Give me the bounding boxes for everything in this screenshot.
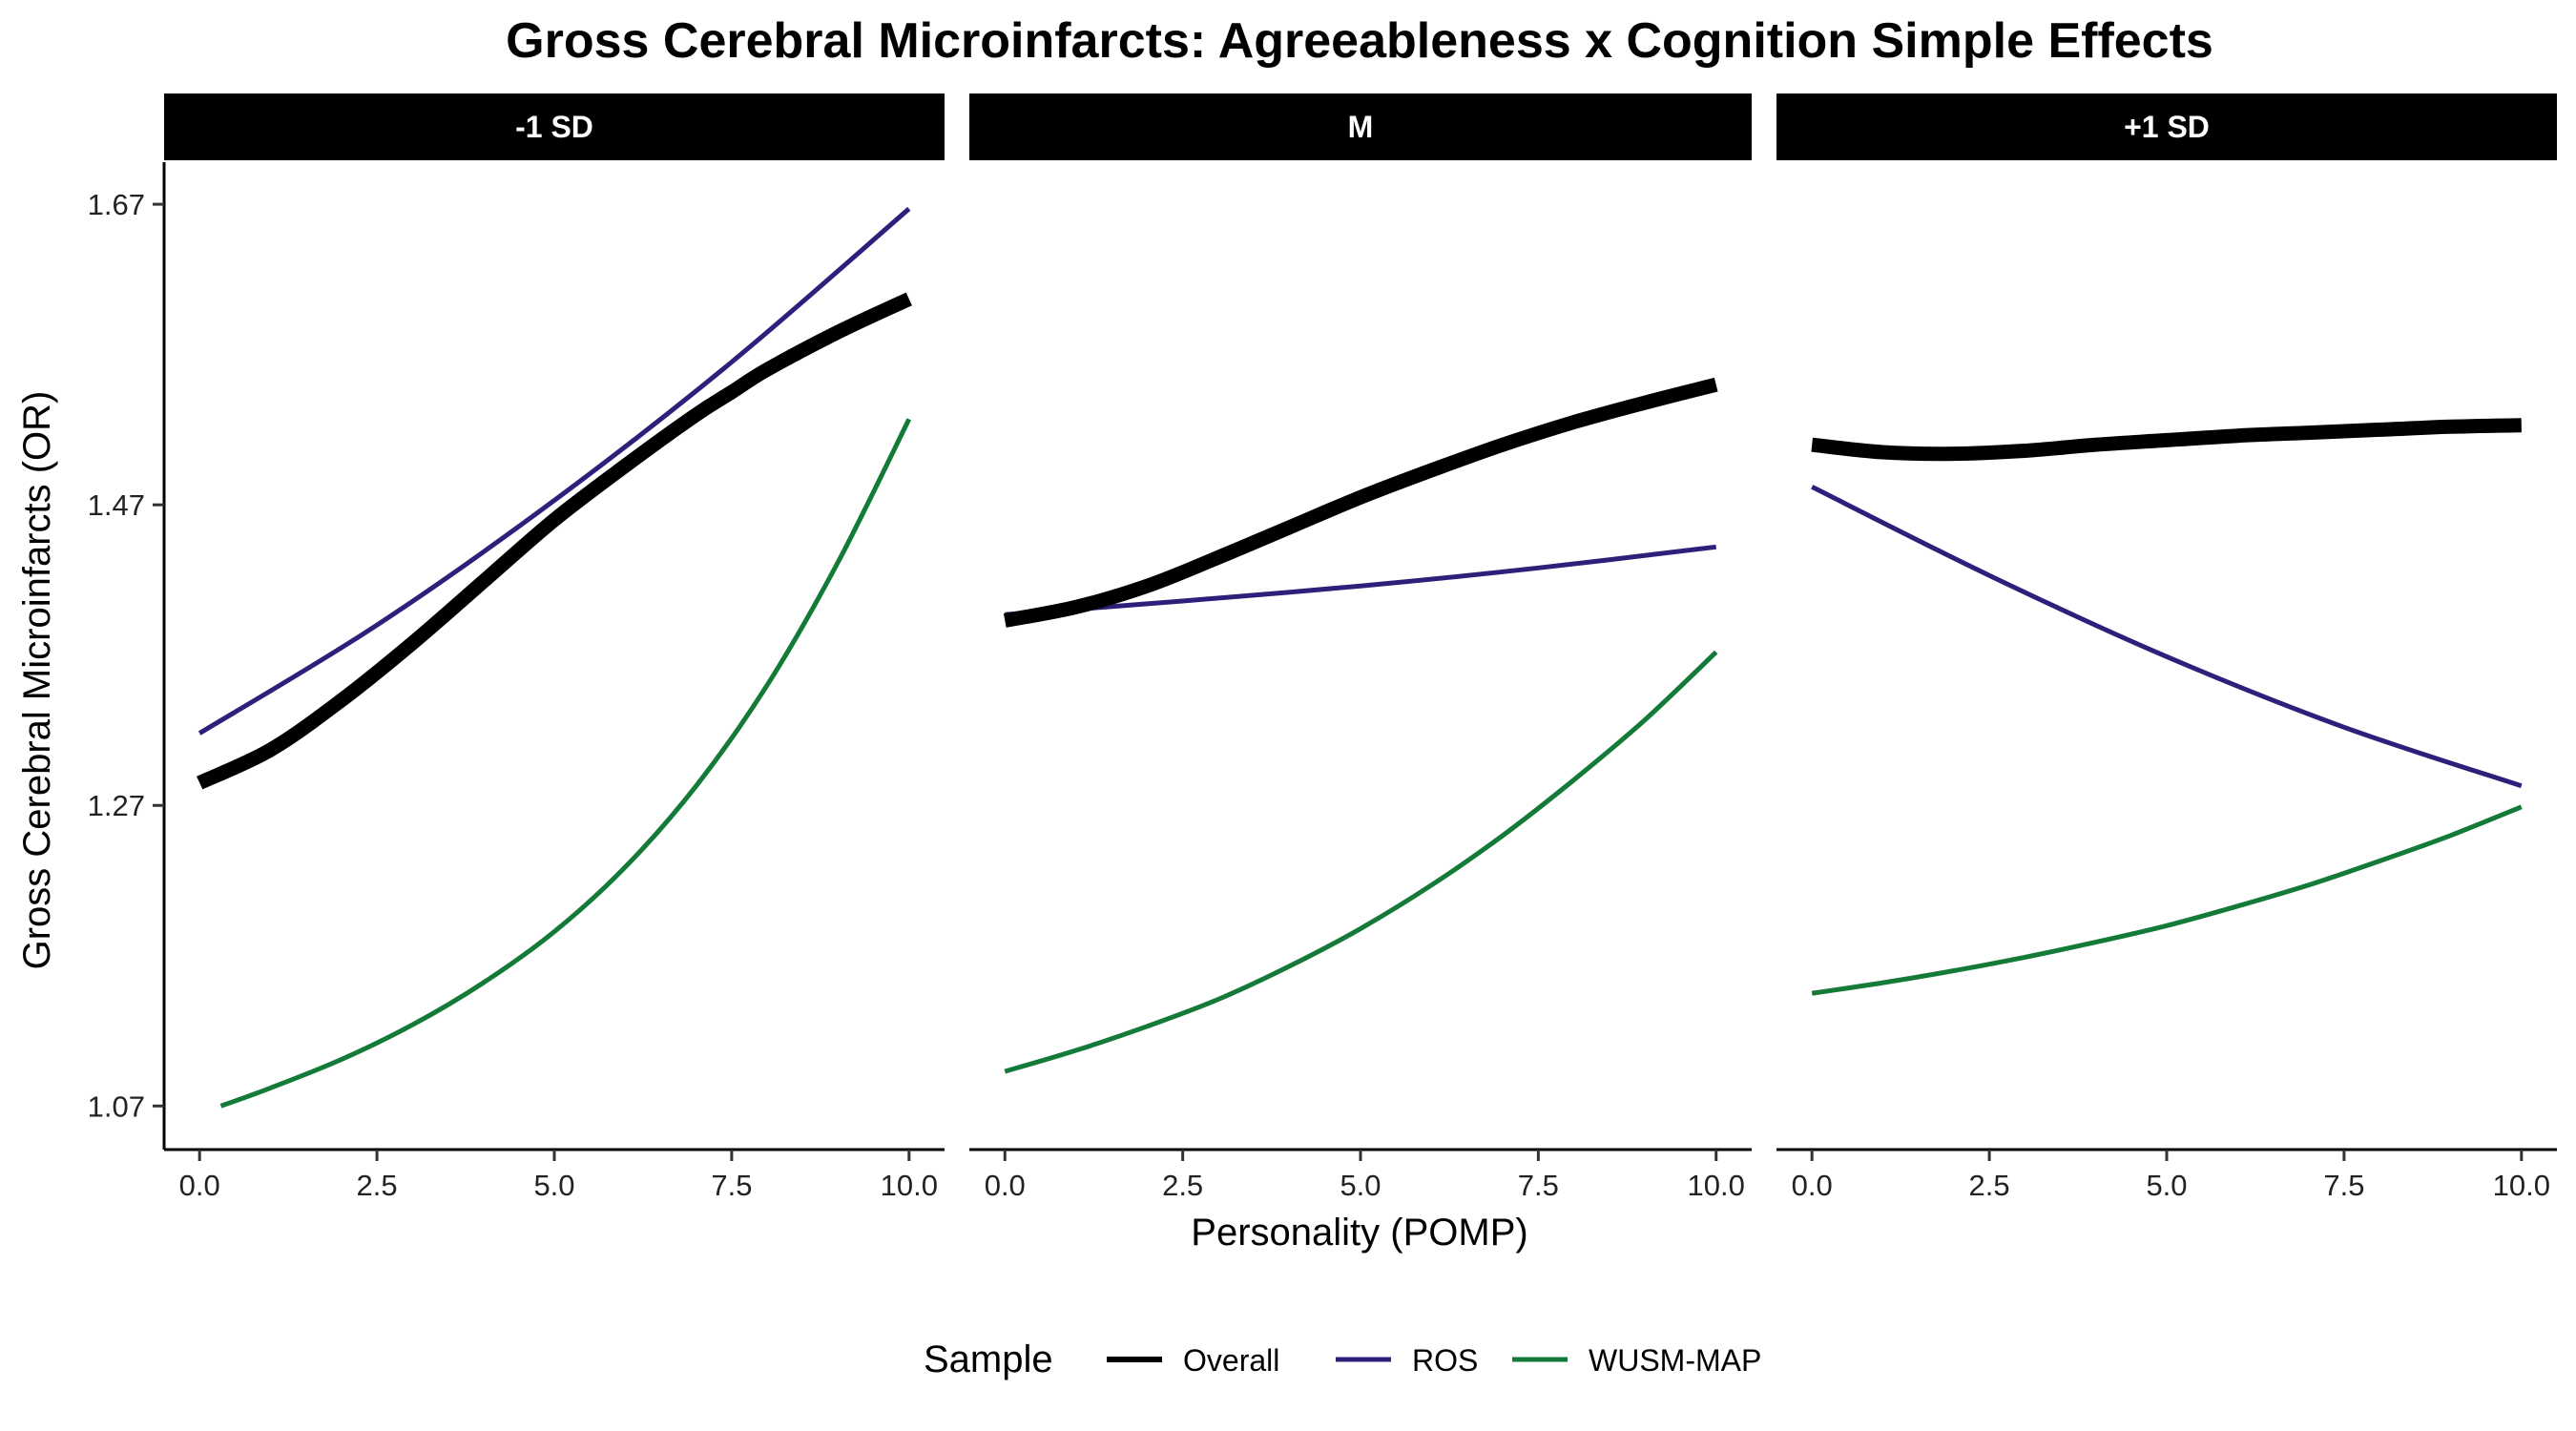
x-tick-label: 0.0: [1792, 1169, 1833, 1202]
legend-title: Sample: [924, 1338, 1053, 1380]
series-line-wusm-map: [1004, 650, 1718, 1074]
x-tick-label: 5.0: [533, 1169, 574, 1202]
x-tick-label: 2.5: [357, 1169, 398, 1202]
series-line-overall: [1003, 377, 1718, 628]
x-tick-label: 2.5: [1969, 1169, 2010, 1202]
facet-panels: -1 SD 0.0 2.5 5.0 7.5 10.0 1.07 1.27 1.47 1.67 M 0.…: [88, 93, 2557, 1202]
chart-title: Gross Cerebral Microinfarcts: Agreeablen…: [506, 13, 2213, 69]
facet-strip: [164, 93, 945, 160]
legend-label: ROS: [1412, 1343, 1478, 1378]
series-line-ros: [1005, 544, 1716, 617]
y-tick-label: 1.27: [88, 789, 145, 822]
x-tick-label: 0.0: [179, 1169, 220, 1202]
series-line-overall: [1811, 418, 2522, 462]
legend: Sample Overall ROS WUSM-MAP: [924, 1338, 1761, 1380]
facet-strip-label: -1 SD: [515, 110, 593, 144]
facet-strip-label: M: [1348, 110, 1374, 144]
x-tick-label: 7.5: [711, 1169, 752, 1202]
legend-label: Overall: [1183, 1343, 1279, 1378]
facet-panel: -1 SD 0.0 2.5 5.0 7.5 10.0 1.07 1.27 1.47 1.67: [88, 93, 945, 1202]
x-tick-label: 5.0: [2146, 1169, 2187, 1202]
facet-strip: [1776, 93, 2557, 160]
series-line-ros: [197, 206, 911, 736]
y-tick-label: 1.07: [88, 1089, 145, 1123]
x-tick-label: 7.5: [1518, 1169, 1559, 1202]
facet-strip: [969, 93, 1752, 160]
x-tick-label: 10.0: [881, 1169, 938, 1202]
facet-strip-label: +1 SD: [2124, 110, 2210, 144]
x-tick-label: 10.0: [2493, 1169, 2550, 1202]
series-line-overall: [197, 292, 912, 790]
x-axis-title: Personality (POMP): [1191, 1212, 1527, 1254]
series-line-wusm-map: [219, 418, 912, 1109]
y-tick-label: 1.47: [88, 488, 145, 522]
x-tick-label: 7.5: [2323, 1169, 2364, 1202]
series-line-ros: [1811, 485, 2523, 789]
facet-panel: +1 SD 0.0 2.5 5.0 7.5 10.0: [1776, 93, 2557, 1202]
x-tick-label: 2.5: [1162, 1169, 1203, 1202]
series-line-wusm-map: [1811, 804, 2523, 996]
y-axis-title: Gross Cerebral Microinfarcts (OR): [16, 391, 58, 970]
x-tick-label: 5.0: [1340, 1169, 1381, 1202]
x-tick-label: 0.0: [985, 1169, 1026, 1202]
legend-label: WUSM-MAP: [1589, 1343, 1761, 1378]
x-tick-label: 10.0: [1688, 1169, 1745, 1202]
facet-panel: M 0.0 2.5 5.0 7.5 10.0: [969, 93, 1752, 1202]
y-tick-label: 1.67: [88, 188, 145, 221]
